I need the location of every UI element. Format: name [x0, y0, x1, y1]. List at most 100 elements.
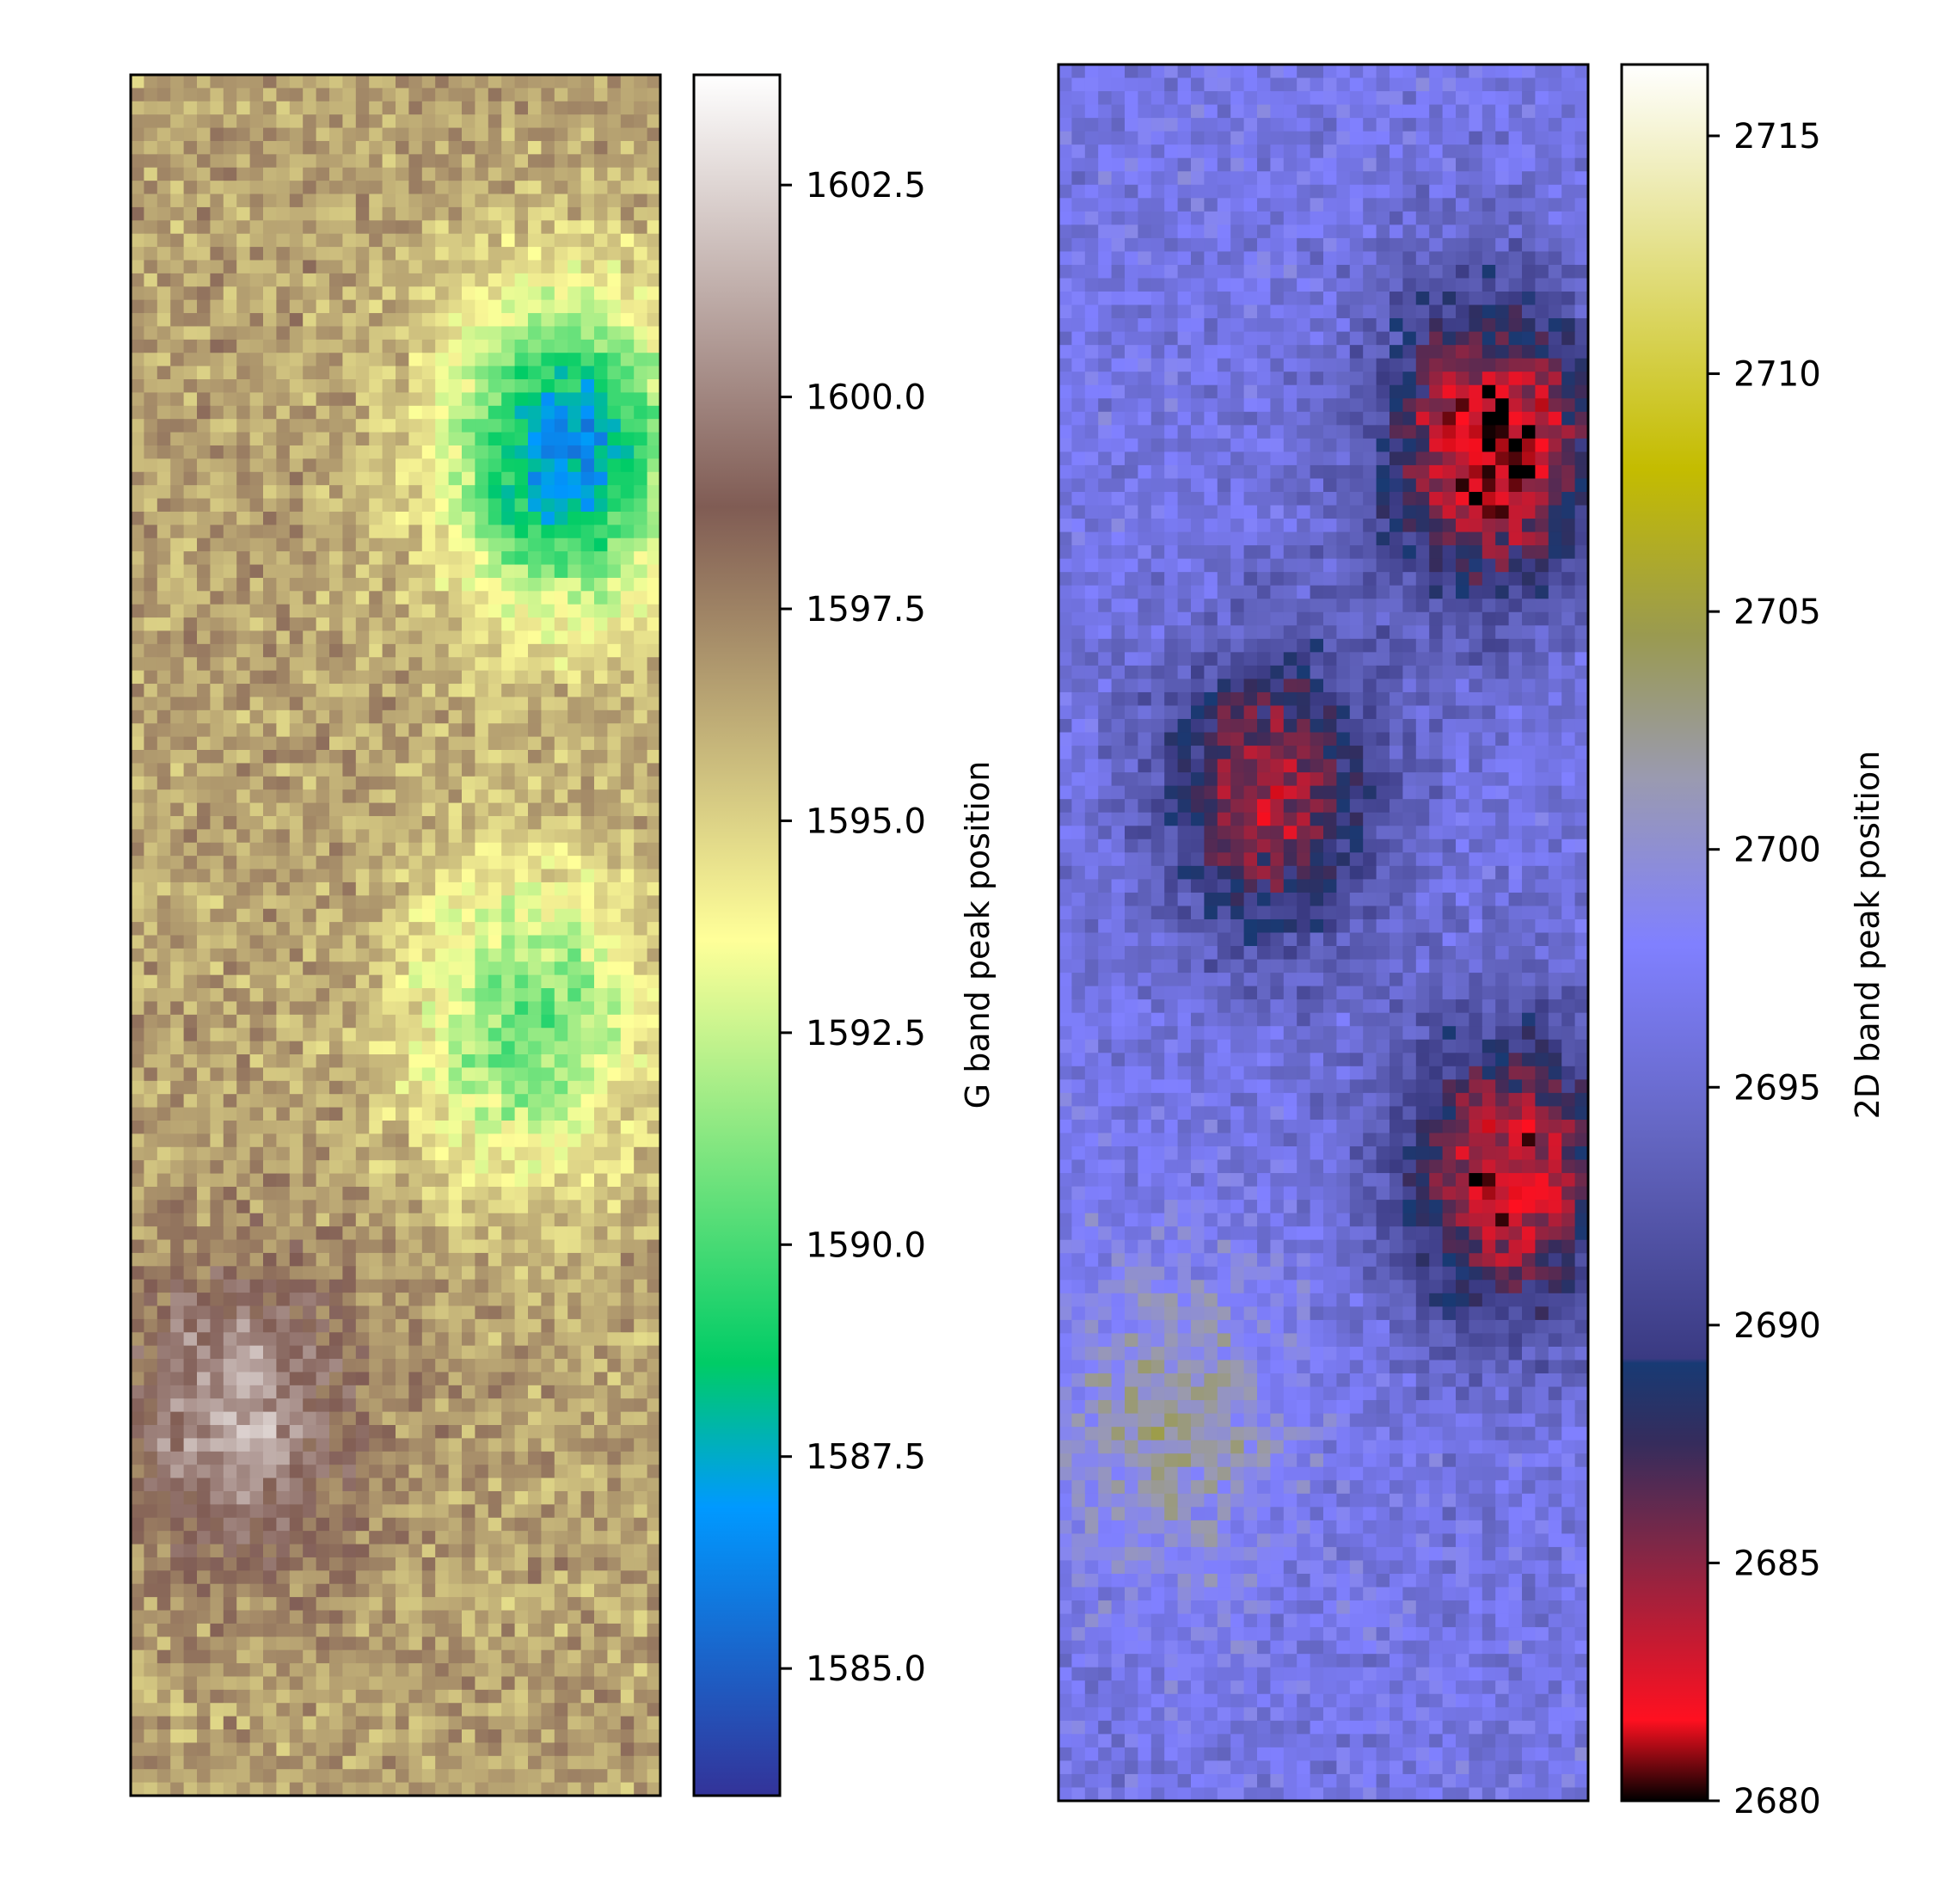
g-band-heatmap-cell — [607, 697, 622, 711]
g-band-heatmap-cell — [501, 1173, 516, 1188]
g-band-heatmap-cell — [396, 1160, 409, 1175]
g-band-heatmap-cell — [554, 419, 568, 433]
g-band-heatmap-cell — [156, 961, 171, 976]
g-band-heatmap-cell — [329, 856, 343, 870]
g-band-heatmap-cell — [607, 1451, 622, 1465]
g-band-heatmap-cell — [342, 1067, 357, 1082]
g-band-heatmap-cell — [329, 763, 343, 777]
g-band-heatmap-cell — [448, 1186, 463, 1201]
g-band-heatmap-cell — [396, 88, 409, 102]
g-band-heatmap-cell — [421, 1293, 436, 1307]
g-band-heatmap-cell — [594, 1649, 608, 1664]
g-band-heatmap-cell — [448, 379, 463, 394]
g-band-heatmap-cell — [462, 1451, 475, 1465]
g-band-heatmap-cell — [462, 643, 475, 658]
g-band-heatmap-cell — [501, 458, 516, 473]
g-band-heatmap-cell — [580, 1067, 595, 1082]
g-band-heatmap-cell — [647, 1028, 660, 1042]
g-band-heatmap-cell — [488, 802, 502, 817]
g-band-heatmap-cell — [263, 1359, 277, 1373]
g-band-heatmap-cell — [514, 286, 529, 301]
g-band-heatmap-cell — [144, 445, 158, 459]
g-band-heatmap-cell — [276, 114, 291, 129]
g-band-heatmap-cell — [607, 1133, 622, 1148]
g-band-heatmap-cell — [223, 1663, 237, 1678]
g-band-heatmap-cell — [316, 299, 330, 314]
g-band-heatmap-cell — [514, 392, 529, 407]
g-band-heatmap-cell — [396, 657, 409, 672]
g-band-heatmap-cell — [647, 564, 660, 579]
g-band-heatmap-cell — [329, 869, 343, 883]
g-band-heatmap-cell — [514, 154, 529, 169]
g-band-heatmap-cell — [263, 1200, 277, 1214]
g-band-heatmap-cell — [396, 1398, 409, 1413]
g-band-heatmap-cell — [554, 206, 568, 221]
g-band-heatmap-cell — [408, 1067, 423, 1082]
g-band-heatmap-cell — [488, 1359, 502, 1373]
g-band-heatmap-cell — [421, 485, 436, 500]
g-band-heatmap-cell — [462, 974, 475, 989]
g-band-heatmap-cell — [156, 140, 171, 155]
g-band-heatmap-cell — [329, 723, 343, 738]
g-band-heatmap-cell — [594, 1186, 608, 1201]
g-band-heatmap-cell — [303, 1359, 317, 1373]
g-band-heatmap-cell — [488, 551, 502, 566]
g-band-heatmap-cell — [197, 802, 211, 817]
g-band-heatmap-cell — [396, 974, 409, 989]
g-band-heatmap-cell — [475, 577, 489, 592]
g-band-heatmap-cell — [197, 75, 211, 89]
g-band-heatmap-cell — [580, 1293, 595, 1307]
g-band-heatmap-cell — [170, 1451, 185, 1465]
g-band-heatmap-cell — [276, 485, 291, 500]
g-band-heatmap-cell — [316, 75, 330, 89]
g-band-heatmap-cell — [156, 1623, 171, 1637]
g-band-heatmap-cell — [501, 471, 516, 486]
g-band-heatmap-cell — [475, 1359, 489, 1373]
g-band-heatmap-cell — [475, 1160, 489, 1175]
g-band-heatmap-cell — [607, 392, 622, 407]
g-band-heatmap-cell — [475, 1133, 489, 1148]
g-band-heatmap-cell — [236, 1001, 251, 1016]
g-band-heatmap-cell — [263, 1067, 277, 1082]
g-band-heatmap-cell — [607, 1107, 622, 1121]
g-band-heatmap-cell — [607, 604, 622, 618]
g-band-heatmap-cell — [541, 723, 555, 738]
g-band-heatmap-cell — [144, 1438, 158, 1453]
g-band-heatmap-cell — [355, 1425, 370, 1440]
g-band-heatmap-cell — [594, 445, 608, 459]
g-band-heatmap-cell — [634, 432, 648, 446]
g-band-heatmap-cell — [528, 75, 542, 89]
g-band-heatmap-cell — [435, 1266, 450, 1281]
g-band-heatmap-cell — [528, 405, 542, 420]
g-band-heatmap-cell — [448, 776, 463, 790]
g-band-heatmap-cell — [329, 1054, 343, 1069]
g-band-heatmap-cell — [567, 1305, 582, 1320]
g-band-heatmap-cell — [541, 869, 555, 883]
g-band-heatmap-cell — [448, 908, 463, 923]
g-band-heatmap-cell — [183, 657, 198, 672]
g-band-heatmap-cell — [435, 405, 450, 420]
g-band-heatmap-cell — [634, 1120, 648, 1134]
g-band-heatmap-cell — [396, 181, 409, 195]
g-band-heatmap-cell — [462, 206, 475, 221]
g-band-heatmap-cell — [475, 1305, 489, 1320]
g-band-heatmap-cell — [156, 1173, 171, 1188]
g-band-heatmap-cell — [170, 1173, 185, 1188]
g-band-heatmap-cell — [210, 88, 224, 102]
g-band-heatmap-cell — [501, 365, 516, 380]
g-band-heatmap-cell — [183, 697, 198, 711]
g-band-heatmap-cell — [210, 286, 224, 301]
g-band-heatmap-cell — [514, 895, 529, 910]
g-band-heatmap-cell — [607, 591, 622, 605]
g-band-heatmap-cell — [421, 286, 436, 301]
g-band-heatmap-cell — [567, 1213, 582, 1227]
g-band-heatmap-cell — [382, 181, 396, 195]
g-band-heatmap-cell — [183, 1517, 198, 1532]
g-band-heatmap-cell — [528, 1279, 542, 1293]
g-band-heatmap-cell — [488, 1160, 502, 1175]
g-band-heatmap-cell — [316, 1583, 330, 1598]
g-band-heatmap-cell — [276, 1557, 291, 1571]
g-band-heatmap-cell — [396, 1014, 409, 1029]
g-band-heatmap-cell — [316, 1465, 330, 1479]
g-band-heatmap-cell — [369, 869, 383, 883]
